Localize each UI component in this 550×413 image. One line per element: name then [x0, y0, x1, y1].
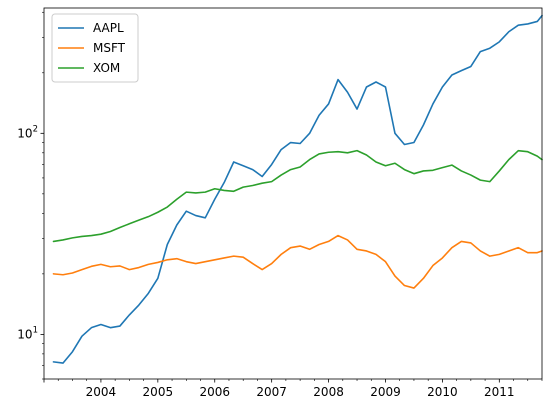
- legend-label-xom: XOM: [93, 61, 120, 75]
- series-layer: [52, 14, 543, 364]
- legend-box: [51, 13, 139, 83]
- y-tick-exponent: 1: [33, 325, 38, 335]
- legend-label-aapl: AAPL: [93, 21, 124, 35]
- legend-label-msft: MSFT: [93, 41, 126, 55]
- series-line-aapl: [52, 14, 543, 364]
- x-tick-label: 2004: [86, 385, 117, 399]
- x-tick-label: 2010: [427, 385, 458, 399]
- x-tick-label: 2008: [313, 385, 344, 399]
- series-line-xom: [52, 149, 543, 243]
- x-tick-label: 2007: [256, 385, 287, 399]
- axes-frame: [43, 7, 543, 380]
- legend: AAPL MSFT XOM: [51, 13, 139, 83]
- x-tick-label: 2005: [143, 385, 174, 399]
- x-tick-label: 2009: [370, 385, 401, 399]
- y-tick-exponent: 2: [33, 124, 38, 134]
- series-line-msft: [52, 234, 543, 289]
- x-tick-label: 2011: [484, 385, 515, 399]
- x-tick-label: 2006: [199, 385, 230, 399]
